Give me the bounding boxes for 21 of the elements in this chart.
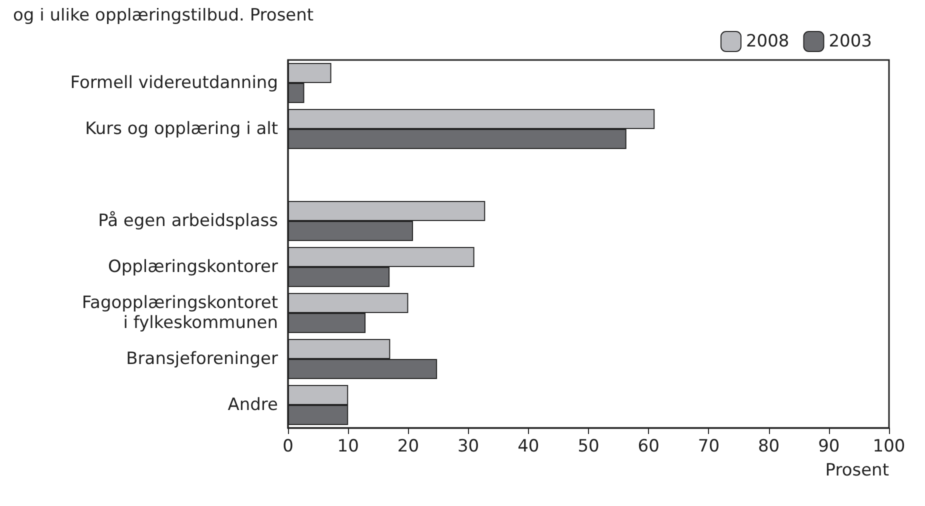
x-tick-label: 90: [818, 436, 840, 456]
y-tick-label: Kurs og opplæring i alt: [85, 119, 278, 139]
x-tick-label: 70: [698, 436, 720, 456]
y-tick-label: På egen arbeidsplass: [98, 211, 278, 231]
x-tick-label: 40: [518, 436, 540, 456]
x-tick-label: 100: [872, 436, 906, 456]
y-tick-label: Formell videreutdanning: [70, 73, 278, 93]
y-tick-label: Bransjeforeninger: [126, 349, 278, 369]
y-tick-label: Opplæringskontorer: [108, 257, 278, 277]
legend-label: 2008: [746, 32, 790, 52]
x-tick-label: 20: [397, 436, 420, 456]
x-tick-label: 50: [578, 436, 600, 456]
x-axis-title: Prosent: [825, 460, 890, 480]
x-tick-label: 0: [282, 436, 294, 456]
x-tick-label: 60: [638, 436, 660, 456]
x-tick-label: 80: [758, 436, 780, 456]
x-tick-label: 30: [457, 436, 480, 456]
y-tick-label: Fagopplæringskontoret i fylkeskommunen: [82, 293, 278, 333]
legend-label: 2003: [828, 32, 872, 52]
x-tick-label: 10: [337, 436, 359, 456]
y-tick-label: Andre: [228, 395, 278, 415]
